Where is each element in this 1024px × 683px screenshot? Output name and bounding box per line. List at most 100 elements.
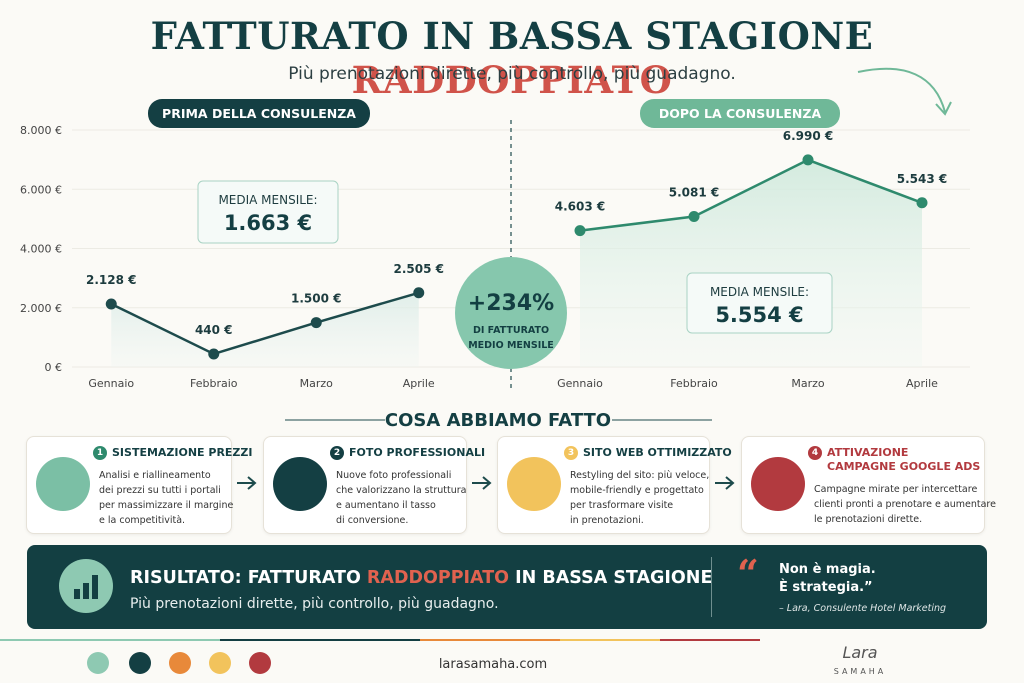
footer: larasamaha.com Lara SAMAHA (0, 639, 887, 676)
point (688, 210, 700, 222)
quote-line: Non è magia. (779, 562, 876, 577)
value-label: 6.990 € (783, 129, 833, 143)
step-number: 4 (808, 446, 822, 460)
point (413, 287, 425, 299)
point (574, 225, 586, 237)
step-text-line: e la competitività. (99, 515, 186, 526)
result-divider (711, 557, 712, 617)
step-number: 3 (564, 446, 578, 460)
step-text-line: per massimizzare il margine (99, 500, 234, 511)
step-text-line: Nuove foto professionali (336, 470, 452, 481)
badge (640, 99, 840, 128)
step-title: 4 ATTIVAZIONE CAMPAGNE GOOGLE ADS (808, 446, 980, 474)
step-title: 1 SISTEMAZIONE PREZZI (93, 446, 252, 460)
y-tick-label: 6.000 € (20, 183, 62, 196)
step-text: Restyling del sito: più veloce, mobile-fr… (570, 468, 709, 528)
step-title-row: 1 SISTEMAZIONE PREZZI (93, 446, 252, 460)
highlight-line: DI FATTURATO (473, 325, 549, 336)
x-tick-label: Febbraio (190, 377, 238, 390)
step-text-line: che valorizzano la struttura (336, 485, 467, 496)
step-title: 3 SITO WEB OTTIMIZZATO (564, 446, 732, 460)
step-card: 3 SITO WEB OTTIMIZZATO Restyling del sito:… (497, 436, 732, 534)
title-highlight: RADDOPPIATO (351, 58, 673, 102)
step-text-line: e aumentano il tasso (336, 500, 436, 511)
step-text-line: mobile-friendly e progettato (570, 485, 704, 496)
chart: 0 € 2.000 € 4.000 € 6.000 € 8.000 € PRIMA DE… (20, 67, 970, 430)
title: FATTURATO IN BASSA STAGIONE RADDOPPIATO (0, 14, 1024, 102)
average-box (197, 180, 339, 244)
step-number: 1 (93, 446, 107, 460)
point (916, 197, 928, 209)
quote-author: – Lara, Consulente Hotel Marketing (779, 603, 947, 614)
quote: Non è magia. È strategia.” (779, 561, 876, 597)
badge-text: PRIMA DELLA CONSULENZA (162, 106, 356, 121)
value-label: 1.500 € (291, 292, 341, 306)
step-text: Campagne mirate per intercettare clienti … (814, 482, 996, 527)
badge-text: DOPO LA CONSULENZA (659, 106, 822, 121)
step-text-line: Restyling del sito: più veloce, (570, 470, 710, 481)
result-title-start: RISULTATO: FATTURATO (130, 568, 361, 588)
title-main: FATTURATO IN BASSA STAGIONE (150, 14, 874, 58)
highlight-line: MEDIO MENSILE (468, 340, 554, 351)
step-text: Nuove foto professionali che valorizzano … (336, 468, 466, 528)
y-tick-label: 8.000 € (20, 124, 62, 137)
value-label: 2.505 € (394, 262, 444, 276)
line (579, 158, 923, 232)
decor-arrow (857, 67, 946, 113)
subtitle: Più prenotazioni dirette, più controllo,… (288, 64, 736, 84)
step-title-row: 3 SITO WEB OTTIMIZZATO (564, 446, 732, 460)
x-tick-label: Aprile (906, 377, 938, 390)
point (208, 348, 220, 360)
quote-line: È strategia.” (779, 580, 873, 595)
result-icon (59, 559, 113, 613)
step-number: 2 (330, 446, 344, 460)
quote-mark: “ (737, 551, 759, 596)
value-label: 5.081 € (669, 185, 719, 199)
step-icon (507, 457, 561, 511)
x-tick-label: Gennaio (88, 377, 134, 390)
step-icon (751, 457, 805, 511)
arrows (237, 476, 735, 490)
y-tick-label: 0 € (45, 361, 63, 374)
step-card: 1 SISTEMAZIONE PREZZI Analisi e riallineam… (26, 436, 252, 534)
result-icon-graphic (74, 575, 98, 599)
step-icon (273, 457, 327, 511)
line (110, 291, 420, 356)
value-label: 4.603 € (555, 200, 605, 214)
step-card: 2 FOTO PROFESSIONALI Nuove foto profession… (263, 436, 485, 534)
step-text-line: clienti pronti a prenotare e aumentare (814, 499, 996, 510)
point (105, 298, 117, 310)
x-tick-label: Gennaio (557, 377, 603, 390)
step-text-line: per trasformare visite (570, 500, 674, 511)
x-tick-label: Marzo (791, 377, 825, 390)
result-title: RISULTATO: FATTURATO RADDOPPIATO IN BASS… (130, 568, 712, 588)
step-text-line: le prenotazioni dirette. (814, 514, 923, 525)
section-title: COSA ABBIAMO FATTO (385, 410, 611, 430)
step-title-row: 2 FOTO PROFESSIONALI (330, 446, 485, 460)
step-text-line: Analisi e riallineamento (99, 470, 211, 481)
step-title-row: 4 ATTIVAZIONE (808, 446, 980, 460)
step-text: Analisi e riallineamento dei prezzi su tu… (99, 468, 233, 528)
step-icon (36, 457, 90, 511)
y-tick-label: 2.000 € (20, 302, 62, 315)
value-label: 5.543 € (897, 172, 947, 186)
x-tick-label: Marzo (300, 377, 334, 390)
result-subtitle: Più prenotazioni dirette, più controllo,… (130, 596, 499, 612)
step-text-line: in prenotazioni. (570, 515, 644, 526)
area (111, 292, 419, 367)
step-card: 4 ATTIVAZIONE CAMPAGNE GOOGLE ADS Campagne … (741, 436, 996, 534)
step-title-line: SITO WEB OTTIMIZZATO (583, 446, 732, 459)
step-title-line: FOTO PROFESSIONALI (349, 446, 486, 459)
value-label: 2.128 € (86, 273, 136, 287)
area (580, 159, 922, 367)
step-title-line: CAMPAGNE GOOGLE ADS (827, 460, 981, 473)
result-title-highlight: RADDOPPIATO (366, 568, 510, 588)
logo-name: SAMAHA (834, 667, 887, 676)
average-value: 5.554 € (715, 303, 803, 327)
result-title-end: IN BASSA STAGIONE (515, 568, 713, 588)
logo-script: Lara (842, 643, 877, 662)
highlight-circle (455, 257, 567, 369)
point (802, 154, 814, 166)
step-text-line: dei prezzi su tutti i portali (99, 485, 221, 496)
